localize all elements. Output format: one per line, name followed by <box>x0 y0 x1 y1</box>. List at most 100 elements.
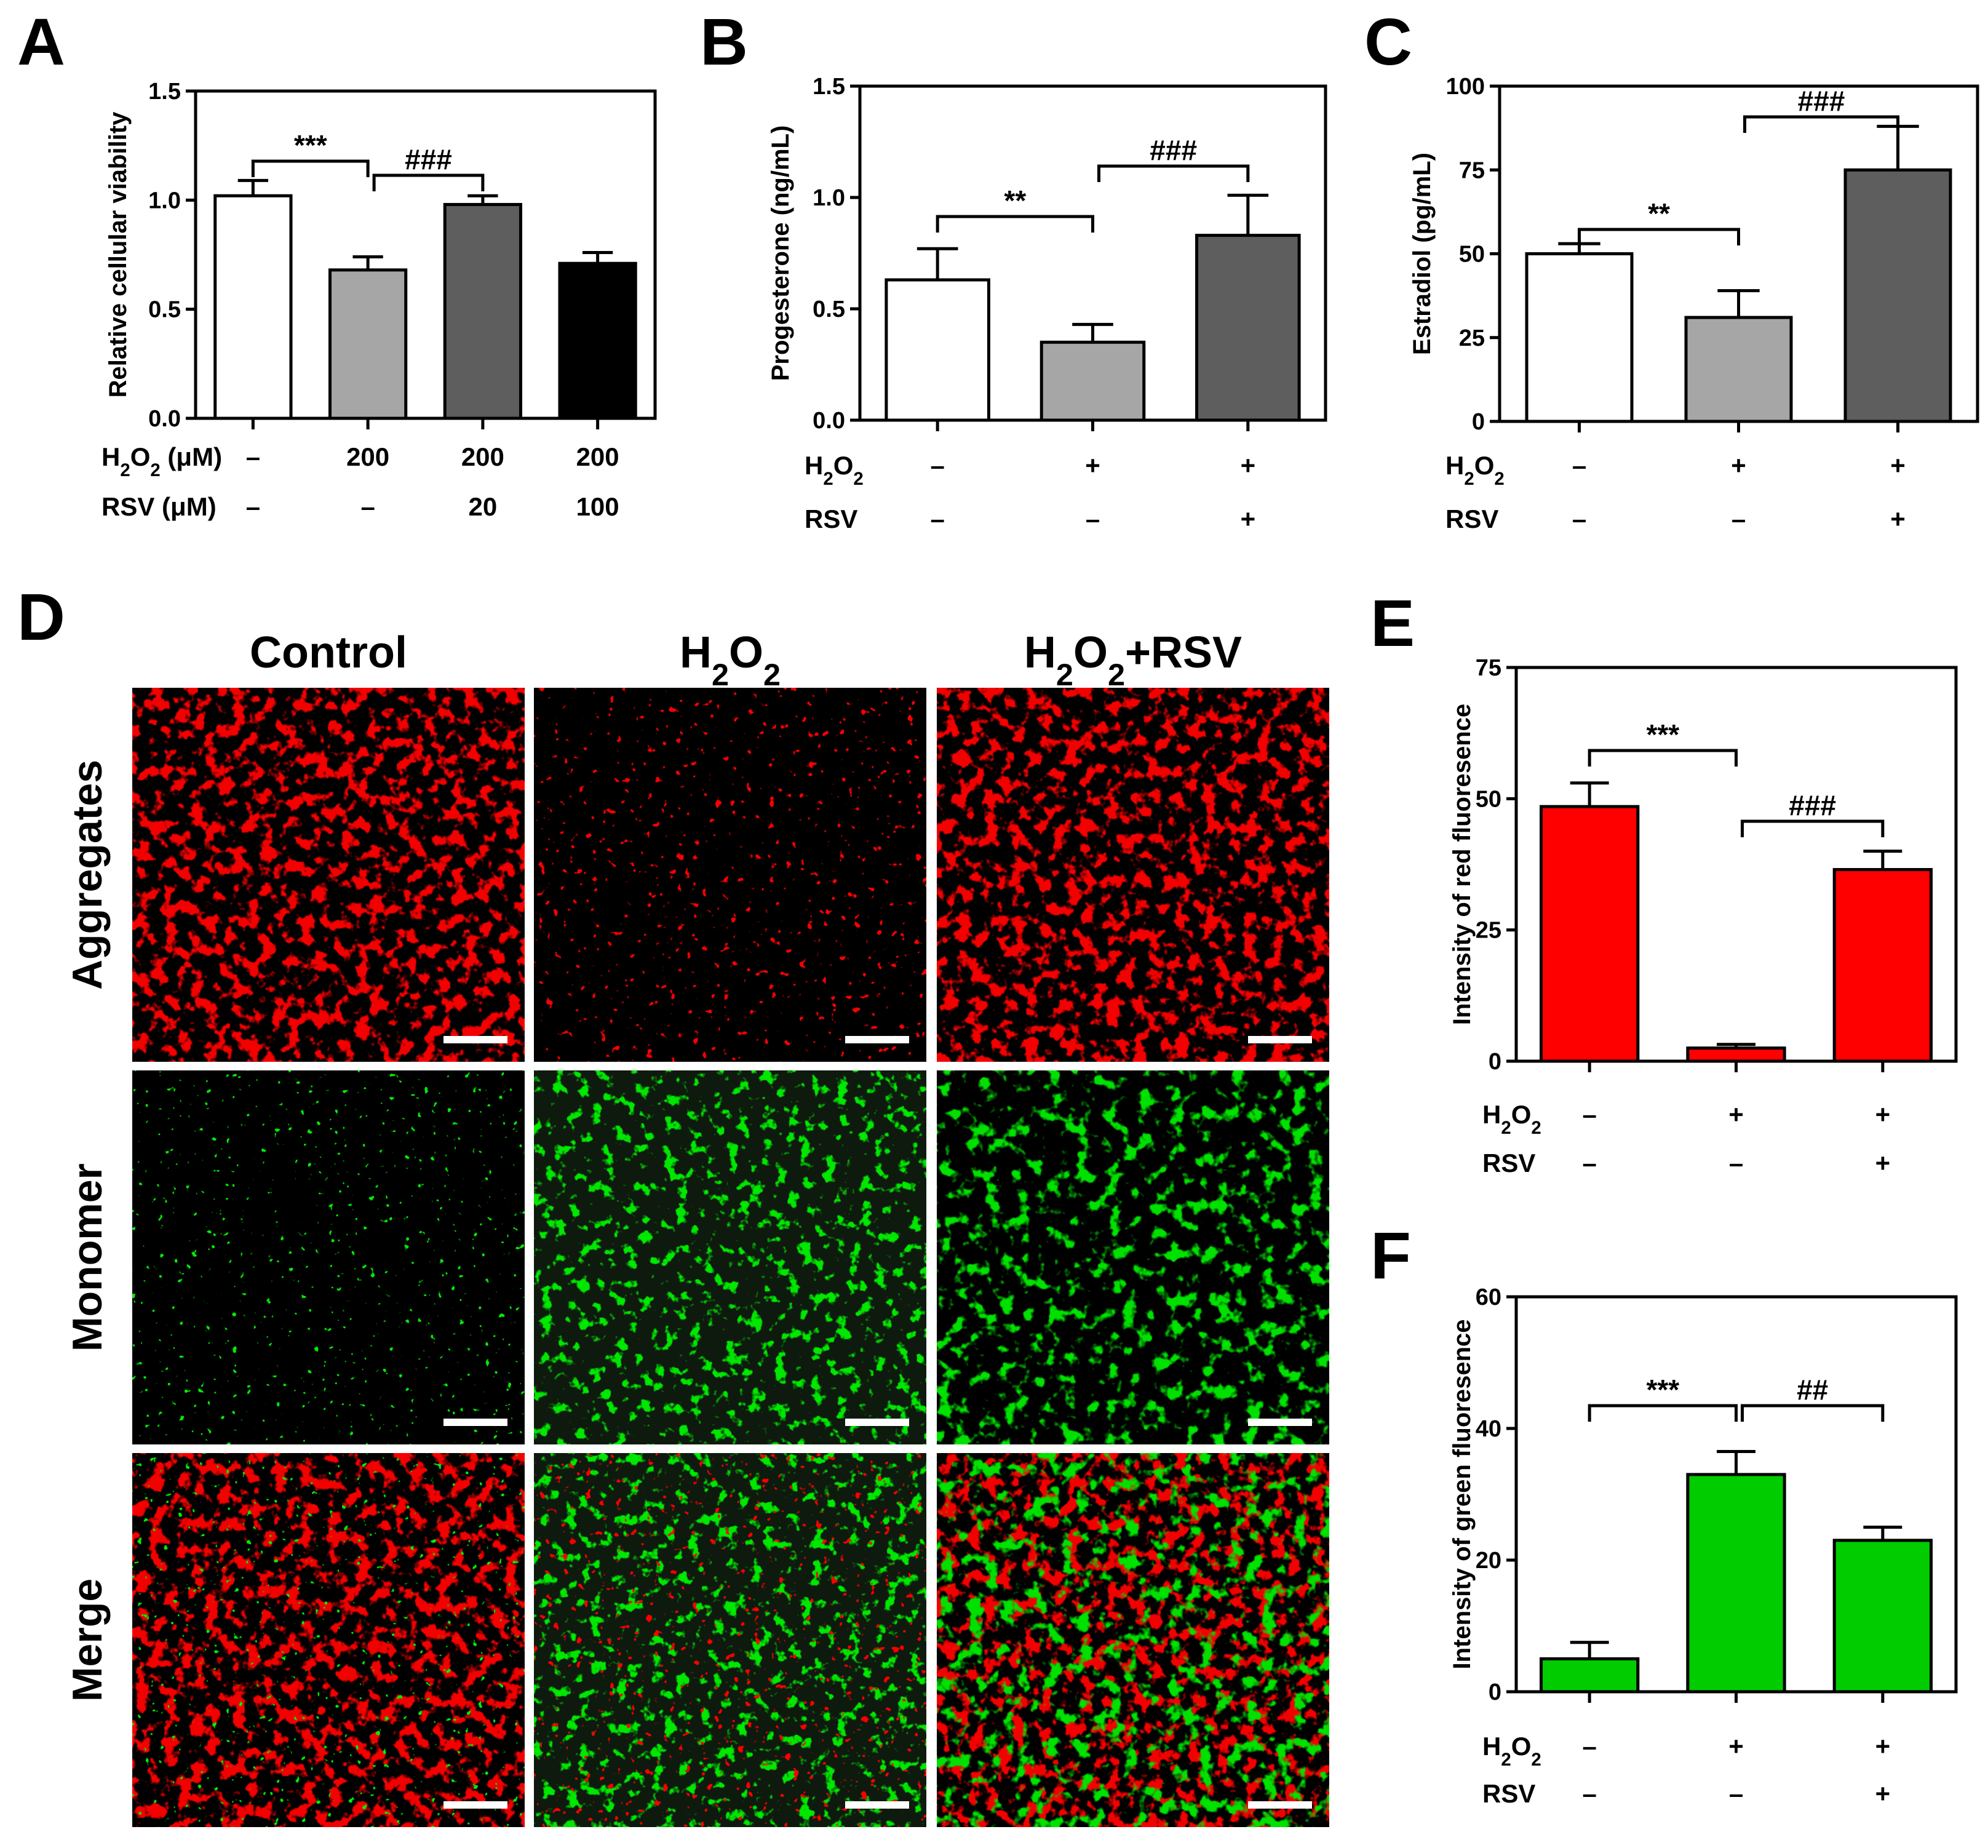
panel-letter: E <box>1370 586 1415 660</box>
condition-value: – <box>246 492 260 521</box>
y-tick-label: 100 <box>1446 74 1485 100</box>
y-tick-label: 25 <box>1476 918 1501 944</box>
condition-value: – <box>930 451 944 480</box>
bar <box>1686 1046 1786 1063</box>
micrograph <box>534 1453 926 1827</box>
chart-panel-c: C 0 25 50 75 100 Estradiol (pg/mL) ** ### H2O2 – + +… <box>1364 4 1979 533</box>
condition-value: – <box>1732 504 1746 533</box>
micrograph <box>937 688 1329 1062</box>
condition-value: – <box>1582 1732 1596 1761</box>
micrograph <box>132 1453 525 1827</box>
y-tick-label: 60 <box>1476 1284 1501 1310</box>
micrograph-signal <box>132 1070 525 1444</box>
condition-label: RSV <box>805 504 857 533</box>
bar <box>1040 340 1146 422</box>
significance-bracket <box>251 159 370 177</box>
y-tick-label: 50 <box>1476 786 1501 812</box>
scale-bar <box>845 1801 909 1809</box>
row-label: Aggregates <box>64 760 111 990</box>
y-tick-label: 0 <box>1489 1049 1501 1075</box>
bar <box>1684 316 1793 423</box>
chart-panel-a: A 0.0 0.5 1.0 1.5 Relative cellular viability… <box>17 4 657 521</box>
bar <box>1540 805 1640 1063</box>
condition-value: – <box>360 492 375 521</box>
y-tick-label: 0 <box>1472 409 1485 435</box>
micrograph-signal <box>132 1453 525 1827</box>
microscopy-panel-d: D Control H2O2 H2O2+RSV Aggregates Monomer Mer… <box>17 579 1329 1827</box>
bar <box>1686 1473 1786 1694</box>
column-title: H2O2 <box>680 628 781 692</box>
scale-bar <box>1248 1801 1312 1809</box>
condition-label: H2O2 <box>1445 451 1505 489</box>
panel-letter: A <box>17 4 65 79</box>
scale-bar <box>845 1036 909 1043</box>
bar <box>1843 168 1952 423</box>
significance-label: ** <box>1648 197 1670 229</box>
scale-bar <box>443 1801 507 1809</box>
condition-label: RSV <box>1482 1149 1535 1177</box>
y-tick-label: 0 <box>1489 1679 1501 1705</box>
condition-label: H2O2 (μM) <box>101 442 222 480</box>
significance-label: ### <box>1150 134 1197 166</box>
condition-value: + <box>1890 504 1906 533</box>
scale-bar <box>443 1036 507 1043</box>
significance-bracket <box>1741 819 1885 837</box>
y-tick-label: 1.5 <box>813 74 845 100</box>
bar <box>328 268 408 420</box>
chart-panel-b: B 0.0 0.5 1.0 1.5 Progesterone (ng/mL) ** ### H2… <box>700 4 1327 533</box>
micrograph-signal <box>534 688 926 1062</box>
condition-value: + <box>1875 1149 1891 1177</box>
micrograph-signal <box>132 688 525 1062</box>
significance-label: ### <box>1798 85 1845 117</box>
significance-label: *** <box>1646 719 1679 751</box>
micrograph-signal <box>937 1453 1329 1827</box>
condition-value: + <box>1241 504 1256 533</box>
y-tick-label: 0.5 <box>148 297 181 323</box>
significance-label: ## <box>1797 1374 1828 1406</box>
condition-value: – <box>1582 1100 1596 1129</box>
y-tick-label: 0.0 <box>148 406 181 432</box>
scale-bar <box>1248 1419 1312 1426</box>
row-label: Monomer <box>64 1163 111 1352</box>
condition-value: + <box>1875 1779 1891 1808</box>
condition-label: RSV (μM) <box>101 492 217 521</box>
condition-value: 20 <box>469 492 498 521</box>
scale-bar <box>1248 1036 1312 1043</box>
condition-value: + <box>1890 451 1906 480</box>
bar <box>1832 1539 1933 1694</box>
bar <box>558 261 637 420</box>
condition-value: + <box>1241 451 1256 480</box>
significance-bracket <box>1588 749 1738 767</box>
panel-letter: C <box>1364 4 1412 79</box>
condition-value: + <box>1875 1100 1891 1129</box>
micrograph-signal <box>937 688 1329 1062</box>
y-axis-label: Progesterone (ng/mL) <box>767 125 794 381</box>
condition-value: – <box>930 504 944 533</box>
bar <box>885 278 990 422</box>
condition-value: 100 <box>576 492 619 521</box>
significance-label: ** <box>1004 185 1026 217</box>
bar <box>443 202 523 420</box>
panel-letter: B <box>700 4 748 79</box>
panel-letter: F <box>1370 1218 1411 1292</box>
condition-value: – <box>1572 504 1586 533</box>
micrograph-signal <box>534 1453 926 1827</box>
y-tick-label: 0.5 <box>813 297 845 322</box>
micrograph <box>132 688 525 1062</box>
micrograph <box>937 1070 1329 1444</box>
y-tick-label: 1.0 <box>148 188 181 213</box>
bar <box>1540 1657 1640 1694</box>
significance-label: *** <box>1646 1374 1679 1406</box>
condition-value: – <box>1729 1779 1743 1808</box>
condition-value: – <box>1729 1149 1743 1177</box>
condition-value: + <box>1085 451 1100 480</box>
y-tick-label: 75 <box>1459 157 1485 183</box>
bar <box>1832 868 1933 1063</box>
y-axis-label: Estradiol (pg/mL) <box>1409 153 1436 355</box>
condition-label: RSV <box>1482 1779 1535 1808</box>
significance-bracket <box>1743 115 1899 133</box>
significance-bracket <box>1588 1404 1738 1422</box>
row-label: Merge <box>64 1579 111 1702</box>
scale-bar <box>845 1419 909 1426</box>
